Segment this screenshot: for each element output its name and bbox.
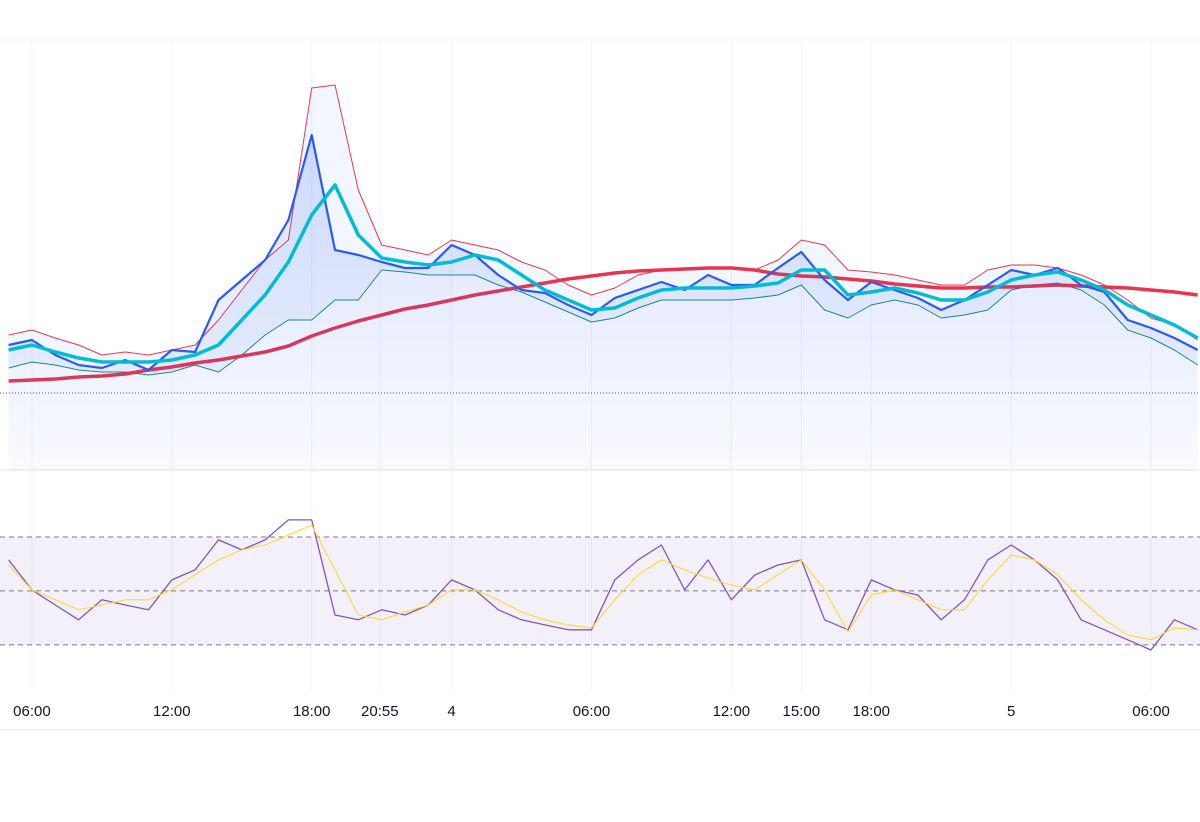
series-line <box>8 183 1199 364</box>
x-tick-label: 12:00 <box>153 703 191 720</box>
x-tick-label: 18:00 <box>852 703 890 720</box>
line-area <box>8 135 1198 470</box>
x-tick-label: 20:55 <box>361 703 399 720</box>
x-tick-label: 4 <box>447 703 455 720</box>
x-tick-label: 12:00 <box>713 703 751 720</box>
series-line <box>8 519 1198 651</box>
x-tick-label: 06:00 <box>1132 703 1170 720</box>
series-line <box>8 133 1199 372</box>
x-tick-label: 18:00 <box>293 703 331 720</box>
x-tick-label: 06:00 <box>573 703 611 720</box>
x-tick-label: 5 <box>1007 703 1015 720</box>
series-line <box>8 524 1198 641</box>
plot: 06:00 12:00 18:00 20:55 4 06:00 12:00 15:00 18:0… <box>0 40 1200 720</box>
x-tick-label: 06:00 <box>13 703 51 720</box>
x-tick-label: 15:00 <box>783 703 821 720</box>
